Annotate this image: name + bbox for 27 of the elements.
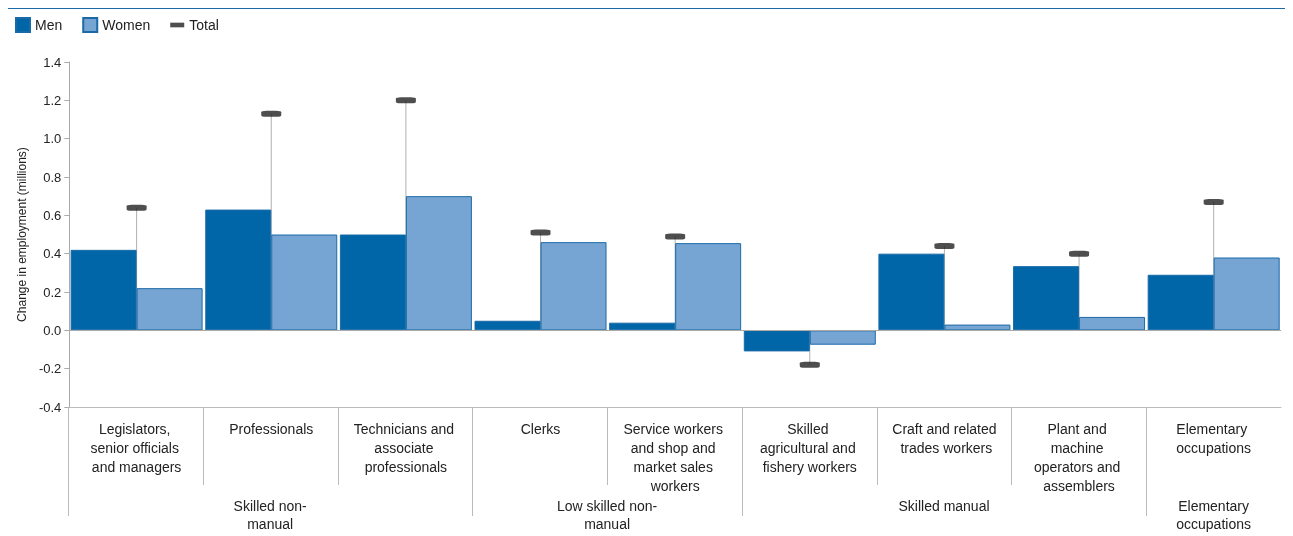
x-tick-label: Legislators, senior officials and managers: [90, 420, 183, 475]
y-tick-label: 0.2: [43, 284, 62, 300]
x-tick-label: Technicians and associate professionals: [353, 420, 459, 475]
x-tick-label: Clerks: [520, 420, 561, 437]
legend-label: Men: [35, 17, 63, 33]
y-tick-label: -0.2: [38, 361, 62, 377]
text: Skilled non-manual: [232, 497, 308, 533]
x-tick-label: Professionals: [229, 420, 314, 437]
x-tick-label: Skilled agricultural and fishery workers: [759, 420, 860, 475]
y-axis-title: Change in employment (millions): [15, 147, 29, 322]
y-tick-label: 1.4: [43, 54, 62, 70]
y-tick-label: 1.0: [43, 131, 62, 147]
legend-label: Total: [189, 17, 219, 33]
x-tick-label: Plant and machine operators and assemblers: [1033, 420, 1125, 494]
legend-label: Women: [102, 17, 151, 33]
y-tick-label: 0.0: [43, 322, 62, 338]
x-tick-label: Craft and related trades workers: [892, 420, 997, 456]
text: Skilled manual: [898, 497, 990, 515]
y-tick-label: 0.6: [43, 207, 62, 223]
text: Low skilled non-manual: [555, 497, 659, 533]
text: Elementary occupations: [1175, 497, 1252, 533]
y-tick-label: 0.4: [43, 246, 62, 262]
x-tick-label: Elementary occupations: [1176, 420, 1252, 456]
y-tick-label: -0.4: [38, 399, 62, 415]
y-tick-label: 1.2: [43, 92, 62, 108]
y-tick-label: 0.8: [43, 169, 62, 185]
x-tick-label: Service workers and shop and market sales workers: [623, 420, 727, 494]
